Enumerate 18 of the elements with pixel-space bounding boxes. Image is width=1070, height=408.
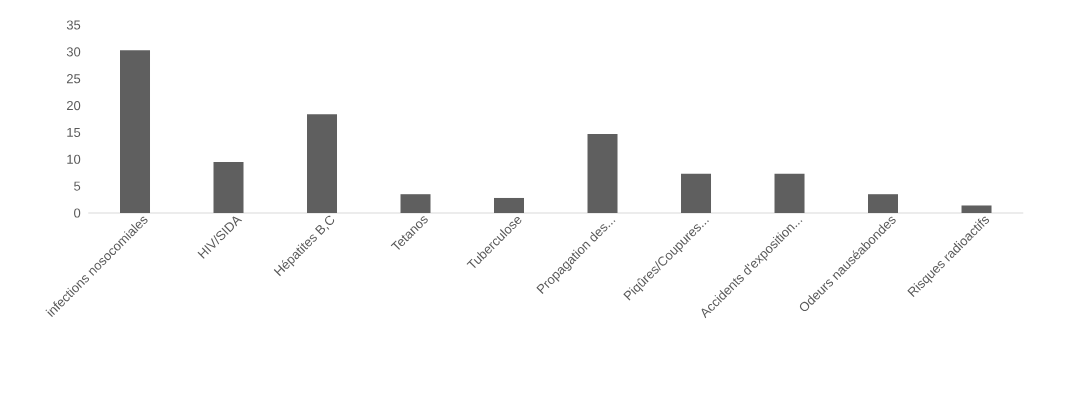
bar bbox=[868, 194, 899, 213]
bar bbox=[587, 134, 618, 213]
y-tick-label: 20 bbox=[66, 100, 81, 111]
y-tick-label: 0 bbox=[74, 208, 81, 218]
bar bbox=[961, 205, 992, 213]
bar bbox=[120, 50, 151, 213]
y-tick-label: 5 bbox=[74, 181, 81, 191]
y-tick-label: 10 bbox=[67, 154, 81, 164]
bar bbox=[307, 114, 338, 213]
bar bbox=[774, 173, 805, 213]
bar bbox=[681, 173, 712, 213]
y-tick-label: 30 bbox=[66, 47, 81, 57]
y-tick-label: 25 bbox=[66, 74, 81, 84]
y-tick-label: 35 bbox=[66, 20, 81, 30]
bar bbox=[213, 161, 244, 213]
bar bbox=[494, 197, 525, 213]
y-tick-label: 15 bbox=[67, 127, 81, 137]
bar bbox=[400, 194, 431, 213]
